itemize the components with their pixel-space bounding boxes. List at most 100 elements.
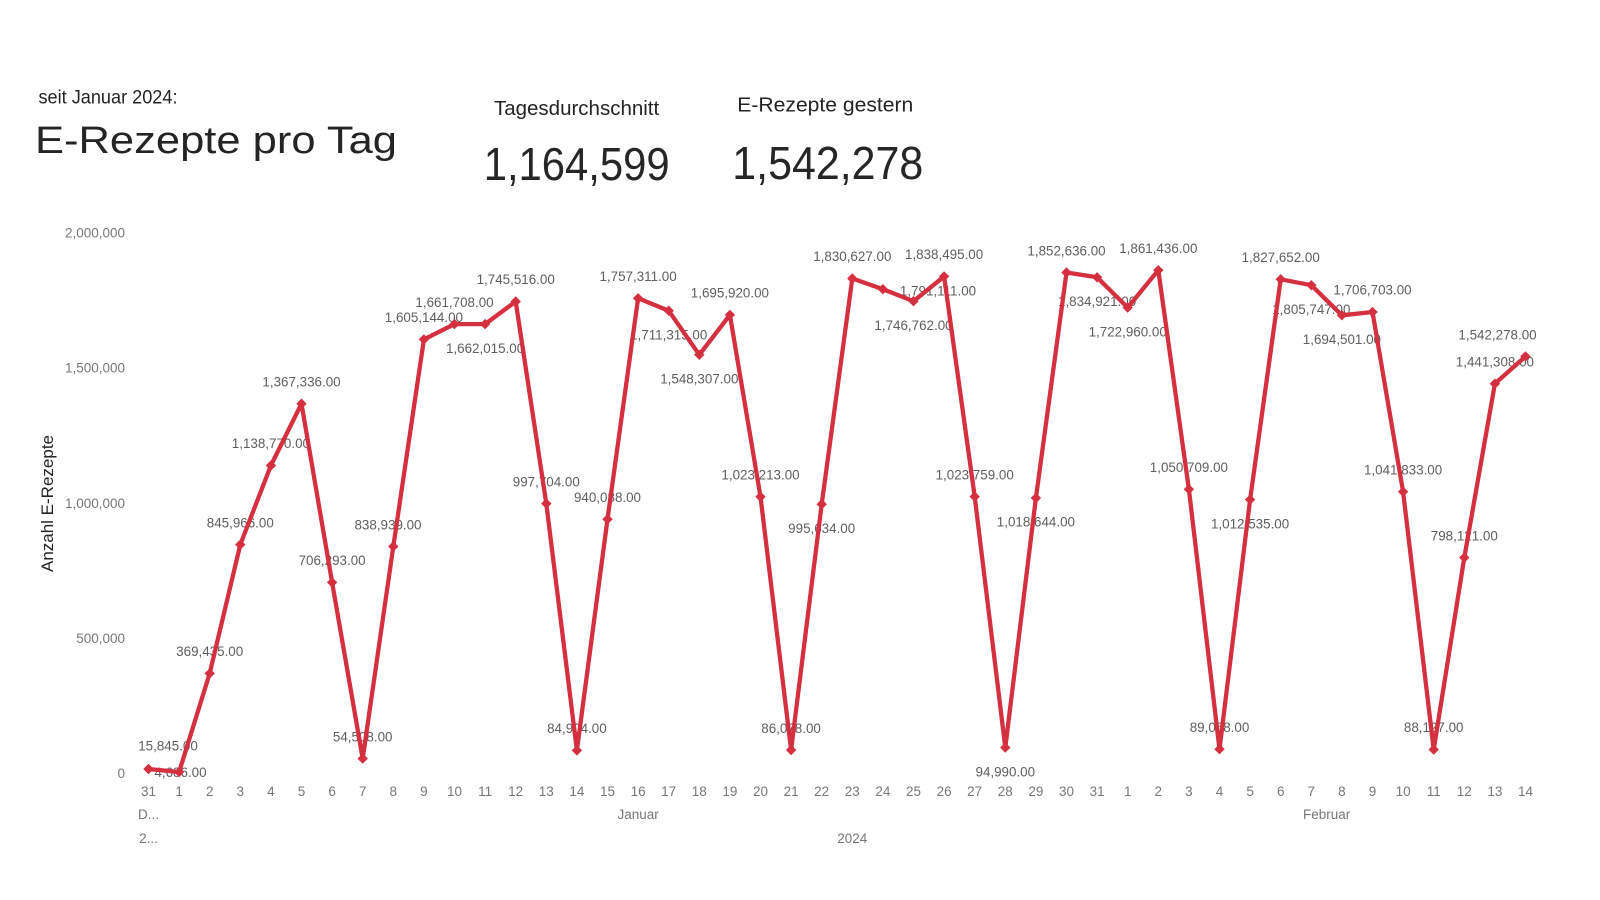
svg-text:15,845.00: 15,845.00 xyxy=(138,739,198,754)
svg-text:9: 9 xyxy=(420,784,428,799)
svg-text:27: 27 xyxy=(967,784,982,799)
svg-text:25: 25 xyxy=(906,784,921,799)
svg-text:10: 10 xyxy=(447,784,462,799)
svg-text:26: 26 xyxy=(937,784,952,799)
svg-text:798,121.00: 798,121.00 xyxy=(1431,528,1498,543)
svg-text:1,041,833.00: 1,041,833.00 xyxy=(1364,462,1442,477)
svg-text:88,127.00: 88,127.00 xyxy=(1404,720,1464,735)
svg-text:E-Rezepte gestern: E-Rezepte gestern xyxy=(737,93,913,116)
svg-text:1,542,278: 1,542,278 xyxy=(732,137,923,189)
svg-text:1,827,652.00: 1,827,652.00 xyxy=(1242,250,1320,265)
svg-text:1,722,960.00: 1,722,960.00 xyxy=(1089,324,1167,339)
svg-text:2...: 2... xyxy=(139,831,158,846)
svg-text:21: 21 xyxy=(784,784,799,799)
svg-text:31: 31 xyxy=(141,784,156,799)
svg-text:1,838,495.00: 1,838,495.00 xyxy=(905,247,983,262)
svg-text:7: 7 xyxy=(1308,784,1316,799)
svg-text:1,745,516.00: 1,745,516.00 xyxy=(477,272,555,287)
svg-text:89,068.00: 89,068.00 xyxy=(1190,720,1250,735)
svg-text:1,695,920.00: 1,695,920.00 xyxy=(691,286,769,301)
svg-text:997,704.00: 997,704.00 xyxy=(513,474,580,489)
svg-text:6: 6 xyxy=(1277,784,1285,799)
svg-text:5: 5 xyxy=(298,784,306,799)
svg-text:1,852,636.00: 1,852,636.00 xyxy=(1027,243,1105,258)
svg-text:1: 1 xyxy=(175,784,183,799)
svg-text:1,861,436.00: 1,861,436.00 xyxy=(1119,241,1197,256)
svg-text:D...: D... xyxy=(138,807,159,822)
svg-text:2,000,000: 2,000,000 xyxy=(65,226,125,241)
svg-text:23: 23 xyxy=(845,784,860,799)
svg-text:22: 22 xyxy=(814,784,829,799)
svg-text:16: 16 xyxy=(631,784,646,799)
svg-text:Februar: Februar xyxy=(1303,807,1351,822)
svg-text:2024: 2024 xyxy=(837,831,868,846)
svg-text:1,746,762.00: 1,746,762.00 xyxy=(874,318,952,333)
svg-text:1,050,709.00: 1,050,709.00 xyxy=(1150,460,1228,475)
svg-text:86,078.00: 86,078.00 xyxy=(761,721,821,736)
svg-text:1,023,213.00: 1,023,213.00 xyxy=(721,468,799,483)
svg-text:2: 2 xyxy=(1155,784,1163,799)
svg-text:1,694,501.00: 1,694,501.00 xyxy=(1303,332,1381,347)
svg-text:9: 9 xyxy=(1369,784,1377,799)
svg-text:18: 18 xyxy=(692,784,707,799)
svg-text:706,293.00: 706,293.00 xyxy=(299,553,366,568)
svg-text:1,012,535.00: 1,012,535.00 xyxy=(1211,516,1289,531)
svg-text:94,990.00: 94,990.00 xyxy=(976,764,1036,779)
svg-text:14: 14 xyxy=(569,784,585,799)
svg-text:3: 3 xyxy=(1185,784,1193,799)
svg-text:3: 3 xyxy=(237,784,245,799)
svg-text:1,138,770.00: 1,138,770.00 xyxy=(232,436,310,451)
svg-text:1: 1 xyxy=(1124,784,1132,799)
svg-text:845,966.00: 845,966.00 xyxy=(207,515,274,530)
svg-text:1,164,599: 1,164,599 xyxy=(484,138,670,190)
svg-text:1,023,759.00: 1,023,759.00 xyxy=(936,467,1014,482)
svg-text:17: 17 xyxy=(661,784,676,799)
svg-text:1,605,144.00: 1,605,144.00 xyxy=(385,310,463,325)
svg-text:1,706,703.00: 1,706,703.00 xyxy=(1333,283,1411,298)
svg-text:5: 5 xyxy=(1246,784,1254,799)
svg-text:seit Januar 2024:: seit Januar 2024: xyxy=(39,87,178,109)
svg-text:1,000,000: 1,000,000 xyxy=(65,496,125,511)
svg-text:7: 7 xyxy=(359,784,367,799)
svg-text:8: 8 xyxy=(390,784,398,799)
svg-text:15: 15 xyxy=(600,784,615,799)
svg-text:940,088.00: 940,088.00 xyxy=(574,490,641,505)
svg-text:369,435.00: 369,435.00 xyxy=(176,644,243,659)
svg-text:28: 28 xyxy=(998,784,1013,799)
svg-text:30: 30 xyxy=(1059,784,1074,799)
svg-text:Januar: Januar xyxy=(617,807,659,822)
svg-text:29: 29 xyxy=(1028,784,1043,799)
svg-text:4: 4 xyxy=(1216,784,1224,799)
svg-text:1,711,315.00: 1,711,315.00 xyxy=(630,328,707,343)
svg-text:1,791,111.00: 1,791,111.00 xyxy=(900,284,976,299)
svg-text:1,661,708.00: 1,661,708.00 xyxy=(415,295,493,310)
svg-text:1,757,311.00: 1,757,311.00 xyxy=(599,269,676,284)
svg-text:12: 12 xyxy=(508,784,523,799)
svg-text:1,500,000: 1,500,000 xyxy=(65,361,125,376)
svg-text:1,018,644.00: 1,018,644.00 xyxy=(997,515,1075,530)
svg-text:500,000: 500,000 xyxy=(76,631,125,646)
svg-text:11: 11 xyxy=(478,784,492,799)
svg-text:6: 6 xyxy=(328,784,336,799)
svg-text:8: 8 xyxy=(1338,784,1346,799)
svg-text:84,904.00: 84,904.00 xyxy=(547,721,607,736)
svg-text:4: 4 xyxy=(267,784,275,799)
svg-text:1,367,336.00: 1,367,336.00 xyxy=(262,374,340,389)
svg-text:31: 31 xyxy=(1090,784,1105,799)
svg-text:Tagesdurchschnitt: Tagesdurchschnitt xyxy=(494,97,660,120)
svg-text:E-Rezepte pro Tag: E-Rezepte pro Tag xyxy=(35,120,397,162)
svg-text:1,662,015.00: 1,662,015.00 xyxy=(446,341,524,356)
svg-text:1,548,307.00: 1,548,307.00 xyxy=(660,372,738,387)
svg-text:838,939.00: 838,939.00 xyxy=(354,517,421,532)
svg-text:20: 20 xyxy=(753,784,768,799)
svg-text:1,542,278.00: 1,542,278.00 xyxy=(1458,328,1536,343)
svg-text:12: 12 xyxy=(1457,784,1472,799)
svg-text:14: 14 xyxy=(1518,784,1534,799)
svg-text:1,830,627.00: 1,830,627.00 xyxy=(813,249,891,264)
svg-text:995,634.00: 995,634.00 xyxy=(788,521,855,536)
svg-text:13: 13 xyxy=(539,784,554,799)
svg-text:54,508.00: 54,508.00 xyxy=(333,729,393,744)
svg-text:24: 24 xyxy=(875,784,891,799)
svg-text:19: 19 xyxy=(722,784,737,799)
svg-text:13: 13 xyxy=(1487,784,1502,799)
